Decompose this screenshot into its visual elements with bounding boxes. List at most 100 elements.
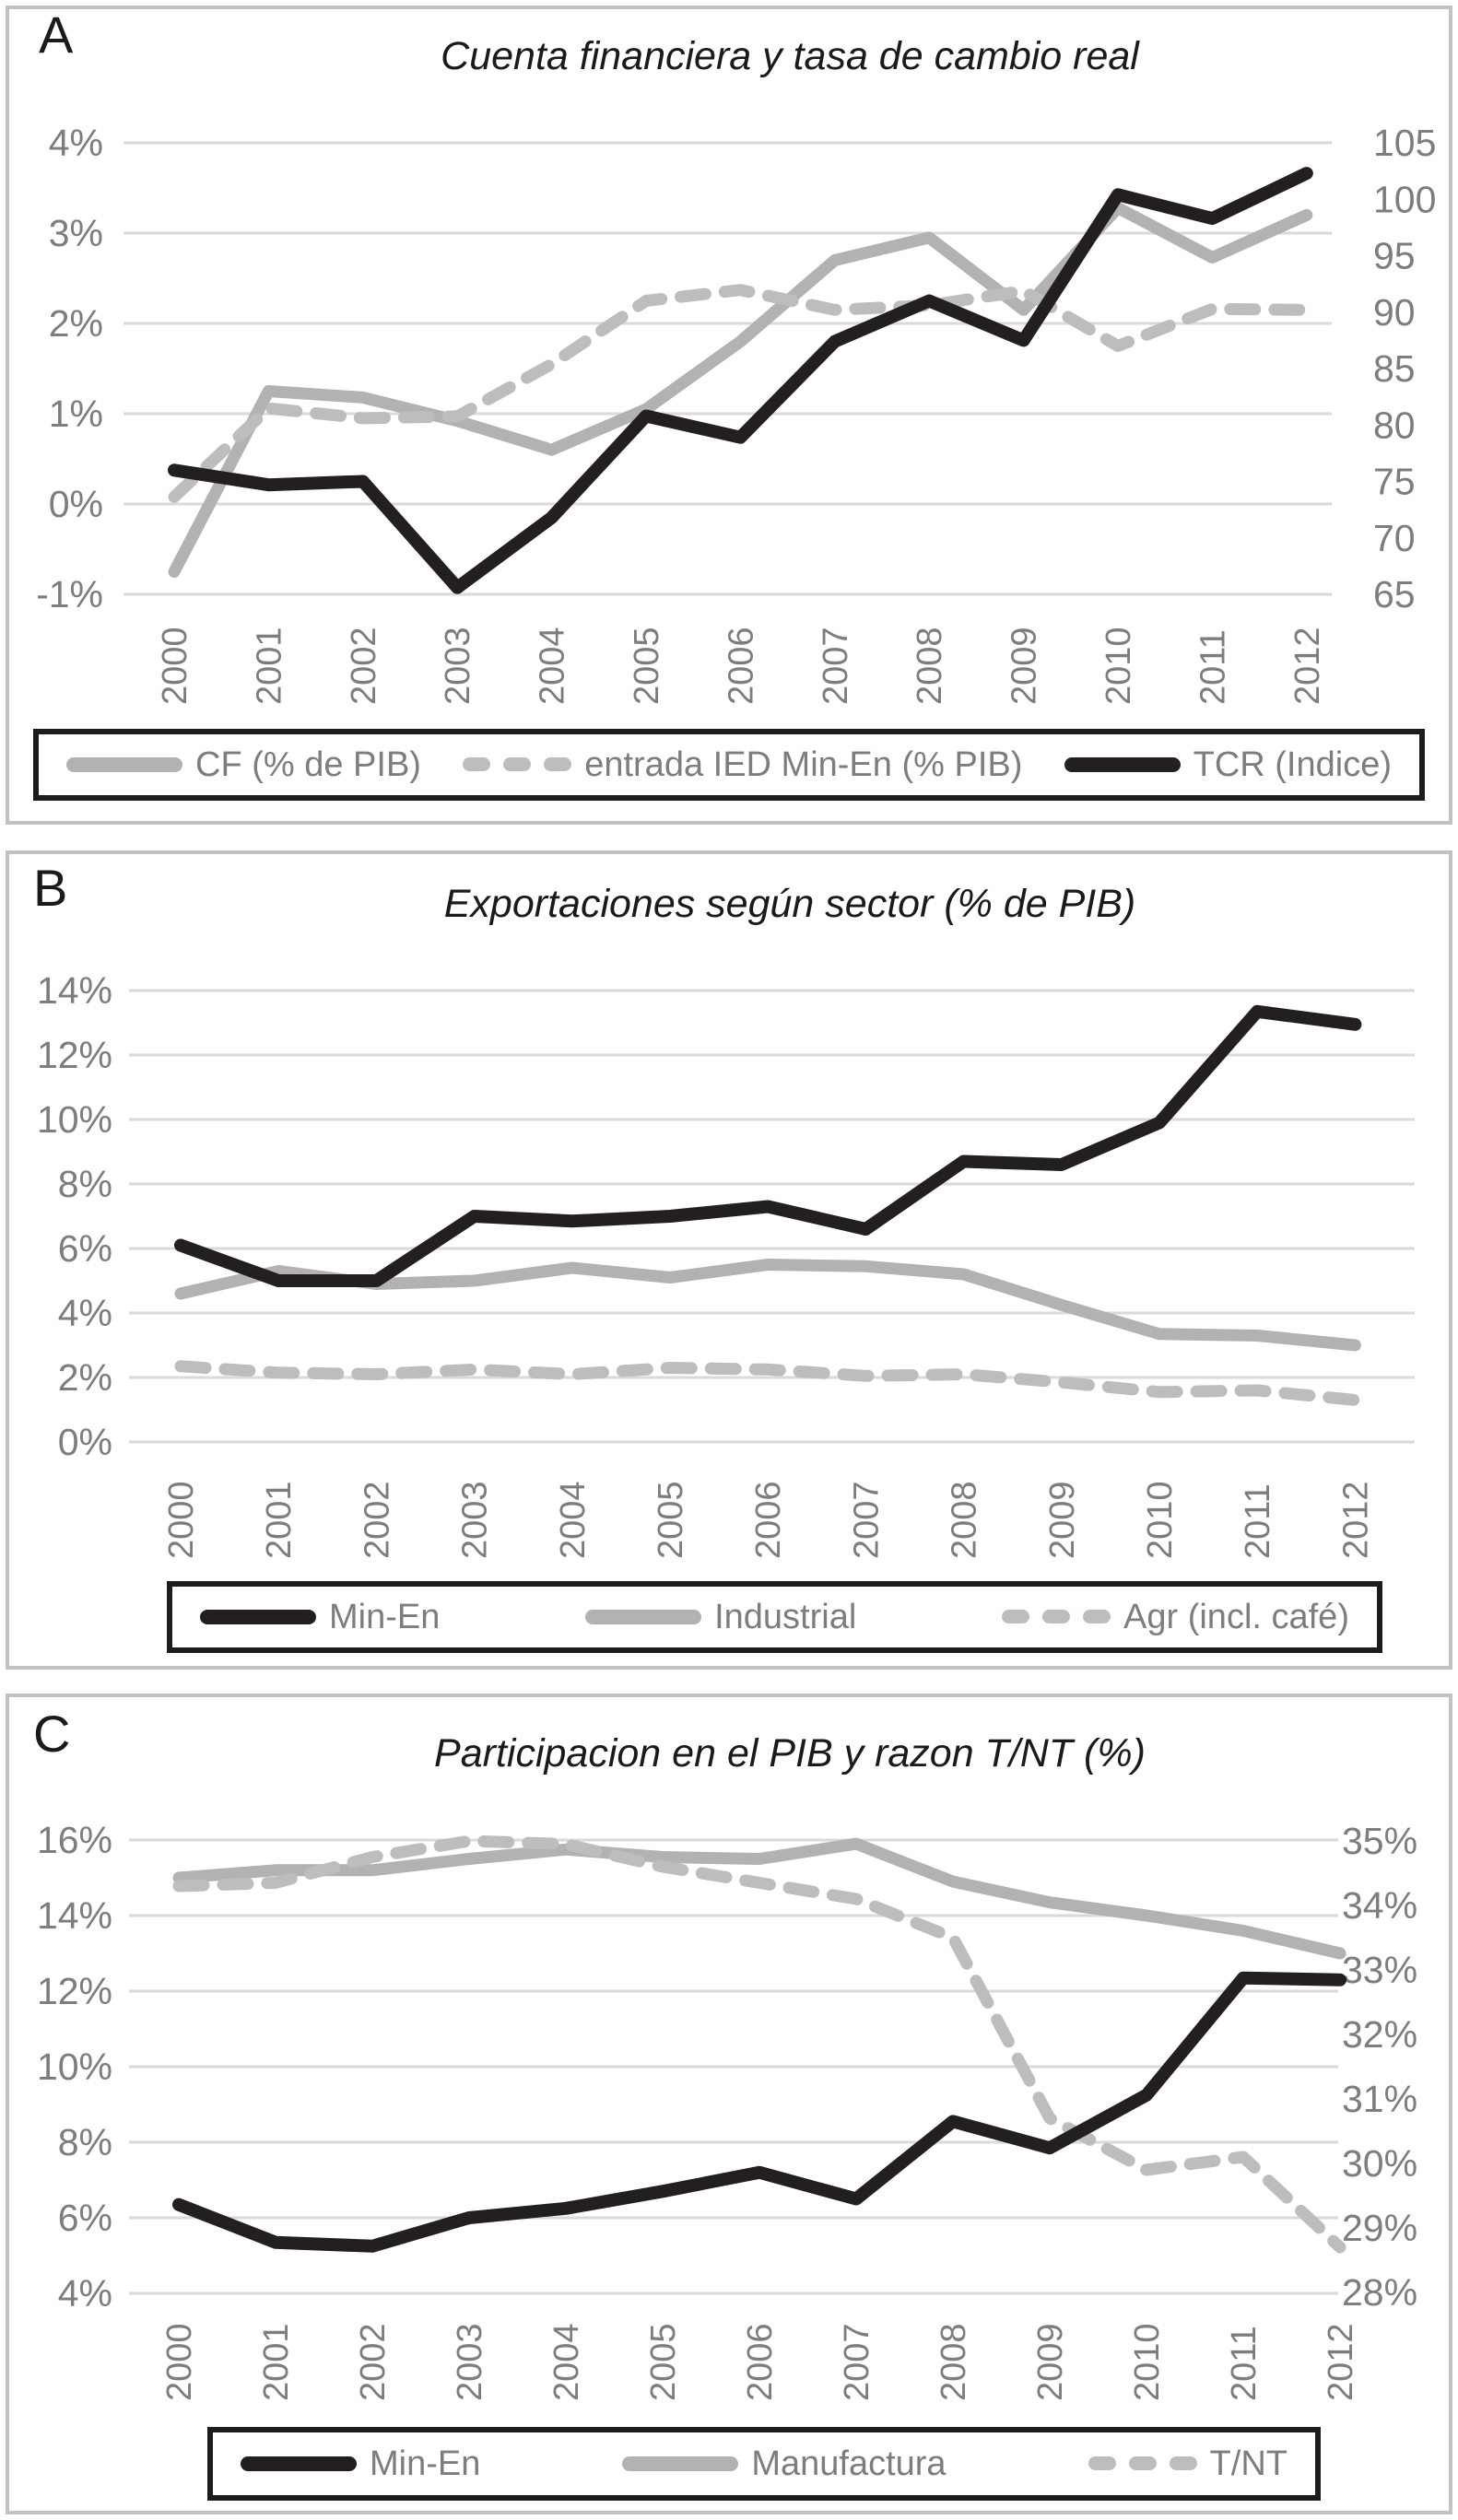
x-axis-year-label: 2004 <box>534 627 572 705</box>
series-line-gray-solid <box>168 202 1313 578</box>
legend-label-tnt: T/NT <box>1209 2444 1288 2483</box>
legend-item-min-en-b: Min-En <box>200 1598 440 1637</box>
right-axis-tick-label: 30% <box>1342 2142 1417 2185</box>
legend-swatch-gray-dashed <box>1088 2456 1197 2471</box>
right-axis-tick-label: 28% <box>1342 2271 1417 2314</box>
legend-swatch-gray-dashed <box>463 757 572 772</box>
legend-item-cf: CF (% de PIB) <box>66 745 421 785</box>
left-axis-tick-label: 6% <box>58 2197 112 2239</box>
x-axis-year-label: 2002 <box>354 2323 393 2401</box>
series-line-black-solid <box>172 1971 1346 2253</box>
right-axis-tick-label: 70 <box>1373 517 1416 559</box>
legend-label-min-en-c: Min-En <box>370 2444 481 2483</box>
right-axis-tick-label: 34% <box>1342 1884 1417 1927</box>
panel-letter-a: A <box>39 6 74 64</box>
legend-swatch-black-solid <box>200 1610 316 1624</box>
left-axis-tick-label: 0% <box>49 483 103 525</box>
legend-item-manufactura: Manufactura <box>622 2444 947 2484</box>
left-axis-tick-label: 14% <box>37 969 112 1012</box>
left-axis-tick-label: 0% <box>58 1421 112 1463</box>
x-axis-year-label: 2002 <box>358 1481 396 1559</box>
series-line-gray-dashed <box>168 284 1313 503</box>
series-line-gray-solid <box>172 1837 1346 1960</box>
chart-a-legend: CF (% de PIB) entrada IED Min-En (% PIB)… <box>33 729 1425 801</box>
x-axis-year-label: 2004 <box>547 2323 586 2401</box>
left-axis-tick-label: 10% <box>37 2045 112 2088</box>
series-line-black-solid <box>174 1004 1362 1287</box>
left-axis-tick-label: 1% <box>49 393 103 435</box>
panel-letter-c: C <box>33 1705 71 1763</box>
left-axis-tick-label: 4% <box>49 122 103 164</box>
x-axis-year-label: 2001 <box>250 627 288 705</box>
x-axis-year-label: 2001 <box>260 1481 299 1559</box>
series-line-black-solid <box>168 167 1313 594</box>
left-axis-tick-label: 12% <box>37 1034 112 1076</box>
right-axis-tick-label: 32% <box>1342 2013 1417 2056</box>
x-axis-year-label: 2007 <box>838 2323 876 2401</box>
legend-label-manufactura: Manufactura <box>751 2444 947 2483</box>
legend-label-industrial: Industrial <box>714 1597 857 1636</box>
x-axis-year-label: 2012 <box>1336 1481 1375 1559</box>
right-axis-tick-label: 100 <box>1373 178 1436 220</box>
x-axis-year-label: 2007 <box>817 627 855 705</box>
right-axis-tick-label: 29% <box>1342 2207 1417 2249</box>
x-axis-year-label: 2003 <box>456 1481 495 1559</box>
x-axis-year-label: 2007 <box>847 1481 886 1559</box>
left-axis-tick-label: 10% <box>37 1098 112 1141</box>
x-axis-year-label: 2009 <box>1043 1481 1082 1559</box>
chart-panel-c <box>6 1694 1452 2514</box>
legend-item-ied: entrada IED Min-En (% PIB) <box>463 745 1022 785</box>
right-axis-tick-label: 35% <box>1342 1820 1417 1862</box>
series-line-gray-dashed <box>172 1834 1346 2254</box>
chart-c-legend: Min-En Manufactura T/NT <box>207 2427 1321 2501</box>
x-axis-year-label: 2012 <box>1288 627 1327 705</box>
left-axis-tick-label: 16% <box>37 1819 112 1861</box>
x-axis-year-label: 2003 <box>451 2323 489 2401</box>
left-axis-tick-label: -1% <box>36 573 103 615</box>
x-axis-year-label: 2008 <box>946 1481 984 1559</box>
x-axis-year-label: 2012 <box>1322 2323 1360 2401</box>
left-axis-tick-label: 4% <box>58 1292 112 1334</box>
right-axis-tick-label: 85 <box>1373 347 1416 390</box>
chart-panel-b <box>6 850 1452 1670</box>
x-axis-year-label: 2006 <box>741 2323 780 2401</box>
legend-label-agr: Agr (incl. café) <box>1123 1597 1349 1636</box>
right-axis-tick-label: 80 <box>1373 404 1416 446</box>
x-axis-year-label: 2008 <box>935 2323 973 2401</box>
legend-label-tcr: TCR (Indice) <box>1193 744 1392 784</box>
chart-c-plot: 16% 14% 12% 10% 8% 6% 4% 35% 34% 33% 32% 31% 30% 29% 2… <box>37 1819 1417 2401</box>
legend-label-cf: CF (% de PIB) <box>195 744 421 784</box>
left-axis-tick-label: 8% <box>58 2121 112 2163</box>
left-axis-tick-label: 3% <box>49 212 103 254</box>
left-axis-tick-label: 14% <box>37 1894 112 1937</box>
x-axis-year-label: 2001 <box>257 2323 296 2401</box>
left-axis-tick-label: 2% <box>49 302 103 345</box>
legend-swatch-black-solid <box>1064 757 1181 772</box>
x-axis-year-label: 2005 <box>644 2323 683 2401</box>
legend-item-tnt: T/NT <box>1088 2444 1288 2484</box>
legend-item-agr: Agr (incl. café) <box>1002 1598 1349 1637</box>
chart-b-title: Exportaciones según sector (% de PIB) <box>443 882 1136 926</box>
left-axis-tick-label: 6% <box>58 1227 112 1270</box>
chart-a-title: Cuenta financiera y tasa de cambio real <box>441 34 1139 78</box>
x-axis-year-label: 2000 <box>156 627 194 705</box>
x-axis-year-label: 2009 <box>1031 2323 1070 2401</box>
legend-item-min-en-c: Min-En <box>241 2444 480 2484</box>
x-axis-year-label: 2009 <box>1005 627 1044 705</box>
x-axis-year-label: 2011 <box>1239 1483 1277 1559</box>
right-axis-tick-label: 75 <box>1373 461 1416 503</box>
x-axis-year-label: 2010 <box>1128 2323 1167 2401</box>
left-axis-tick-label: 4% <box>58 2272 112 2315</box>
legend-item-industrial: Industrial <box>585 1598 856 1637</box>
x-axis-year-label: 2005 <box>628 627 666 705</box>
x-axis-year-label: 2011 <box>1193 629 1232 705</box>
legend-swatch-black-solid <box>241 2456 357 2471</box>
chart-b-plot: 14% 12% 10% 8% 6% 4% 2% 0% 2000 2001 2002 2003 2004 2… <box>37 969 1415 1559</box>
x-axis-year-label: 2005 <box>652 1481 690 1559</box>
x-axis-year-label: 2006 <box>722 627 760 705</box>
legend-label-min-en-b: Min-En <box>329 1597 441 1636</box>
x-axis-year-label: 2003 <box>439 627 477 705</box>
right-axis-tick-label: 90 <box>1373 291 1416 334</box>
right-axis-tick-label: 31% <box>1342 2078 1417 2120</box>
x-axis-year-label: 2011 <box>1225 2326 1264 2401</box>
